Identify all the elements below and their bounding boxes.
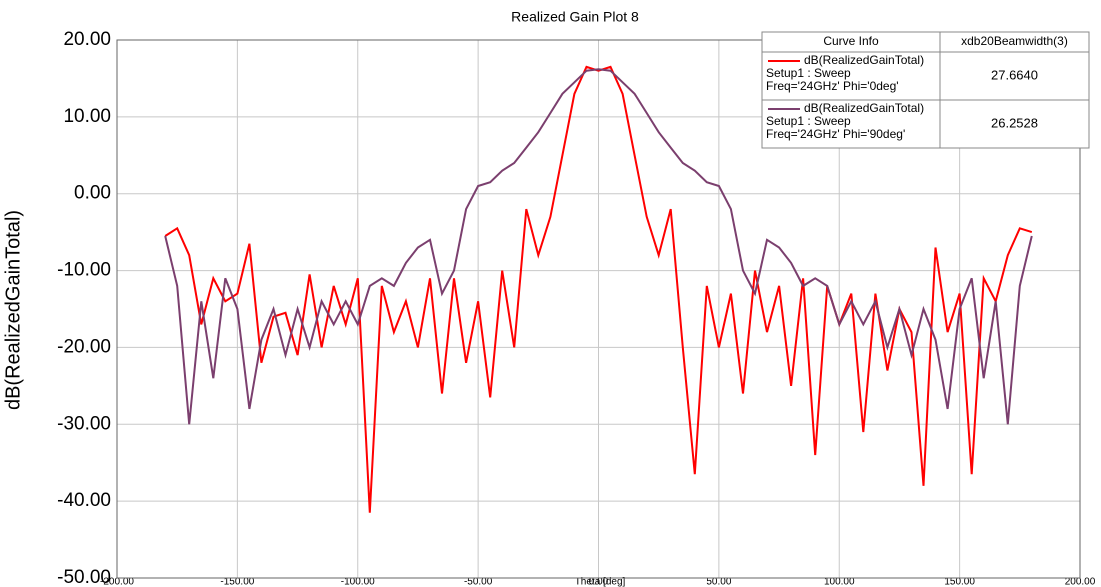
legend-setup: Setup1 : Sweep: [766, 66, 851, 80]
chart-title: Realized Gain Plot 8: [511, 9, 639, 25]
legend-freq: Freq='24GHz' Phi='90deg': [766, 127, 905, 141]
legend-setup: Setup1 : Sweep: [766, 114, 851, 128]
y-tick-label: 10.00: [63, 106, 111, 127]
y-tick-label: 20.00: [63, 29, 111, 50]
y-tick-label: -10.00: [57, 260, 111, 281]
x-tick-label: -100.00: [341, 577, 375, 587]
legend-header: xdb20Beamwidth(3): [961, 34, 1068, 48]
legend-freq: Freq='24GHz' Phi='0deg': [766, 79, 899, 93]
x-tick-label: -50.00: [464, 577, 493, 587]
x-tick-label: 200.00: [1065, 577, 1096, 587]
legend-beamwidth: 26.2528: [991, 115, 1038, 130]
x-tick-label: 100.00: [824, 577, 855, 587]
plot-frame: [116, 39, 1081, 579]
x-tick-label: 50.00: [706, 577, 731, 587]
legend-label: dB(RealizedGainTotal): [804, 101, 924, 115]
y-tick-label: 0.00: [74, 183, 111, 204]
y-tick-label: -30.00: [57, 413, 111, 434]
x-tick-label: -150.00: [220, 577, 254, 587]
y-tick-label: -50.00: [57, 567, 111, 587]
legend-label: dB(RealizedGainTotal): [804, 53, 924, 67]
x-tick-label: -200.00: [100, 577, 134, 587]
series-line: [164, 68, 1033, 425]
x-tick-label: 0.00: [589, 577, 609, 587]
legend-beamwidth: 27.6640: [991, 67, 1038, 82]
y-tick-label: -20.00: [57, 336, 111, 357]
y-axis-label: dB(RealizedGainTotal): [2, 210, 24, 410]
legend-box: [761, 31, 1090, 149]
legend-header: Curve Info: [823, 34, 879, 48]
y-tick-label: -40.00: [57, 490, 111, 511]
x-axis-label: Theta [deg]: [575, 577, 626, 587]
x-tick-label: 150.00: [944, 577, 975, 587]
series-line: [164, 65, 1033, 513]
